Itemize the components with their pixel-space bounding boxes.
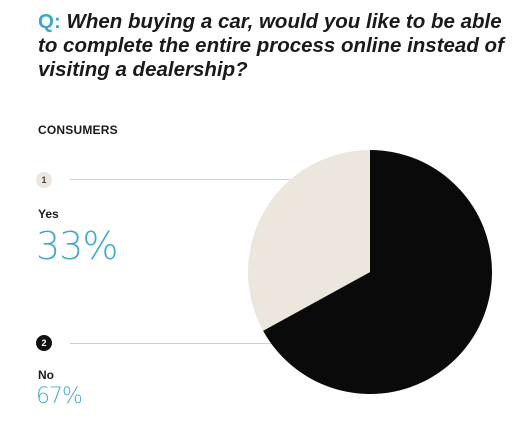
question-title: Q: When buying a car, would you like to … (38, 10, 508, 82)
pie-slice-no (263, 150, 492, 394)
leader-line-no (70, 343, 288, 344)
question-text: When buying a car, would you like to be … (38, 10, 504, 81)
marker-badge-yes: 1 (36, 172, 52, 188)
leader-line-yes (70, 179, 315, 180)
category-label-no: No (38, 368, 54, 382)
percent-label-yes: 33% (36, 224, 118, 268)
pie-slice-yes (248, 150, 370, 331)
percent-label-no: 67% (36, 384, 83, 409)
marker-badge-no: 2 (36, 335, 52, 351)
question-prefix: Q: (38, 10, 61, 33)
category-label-yes: Yes (38, 207, 59, 221)
section-label: CONSUMERS (38, 123, 118, 137)
